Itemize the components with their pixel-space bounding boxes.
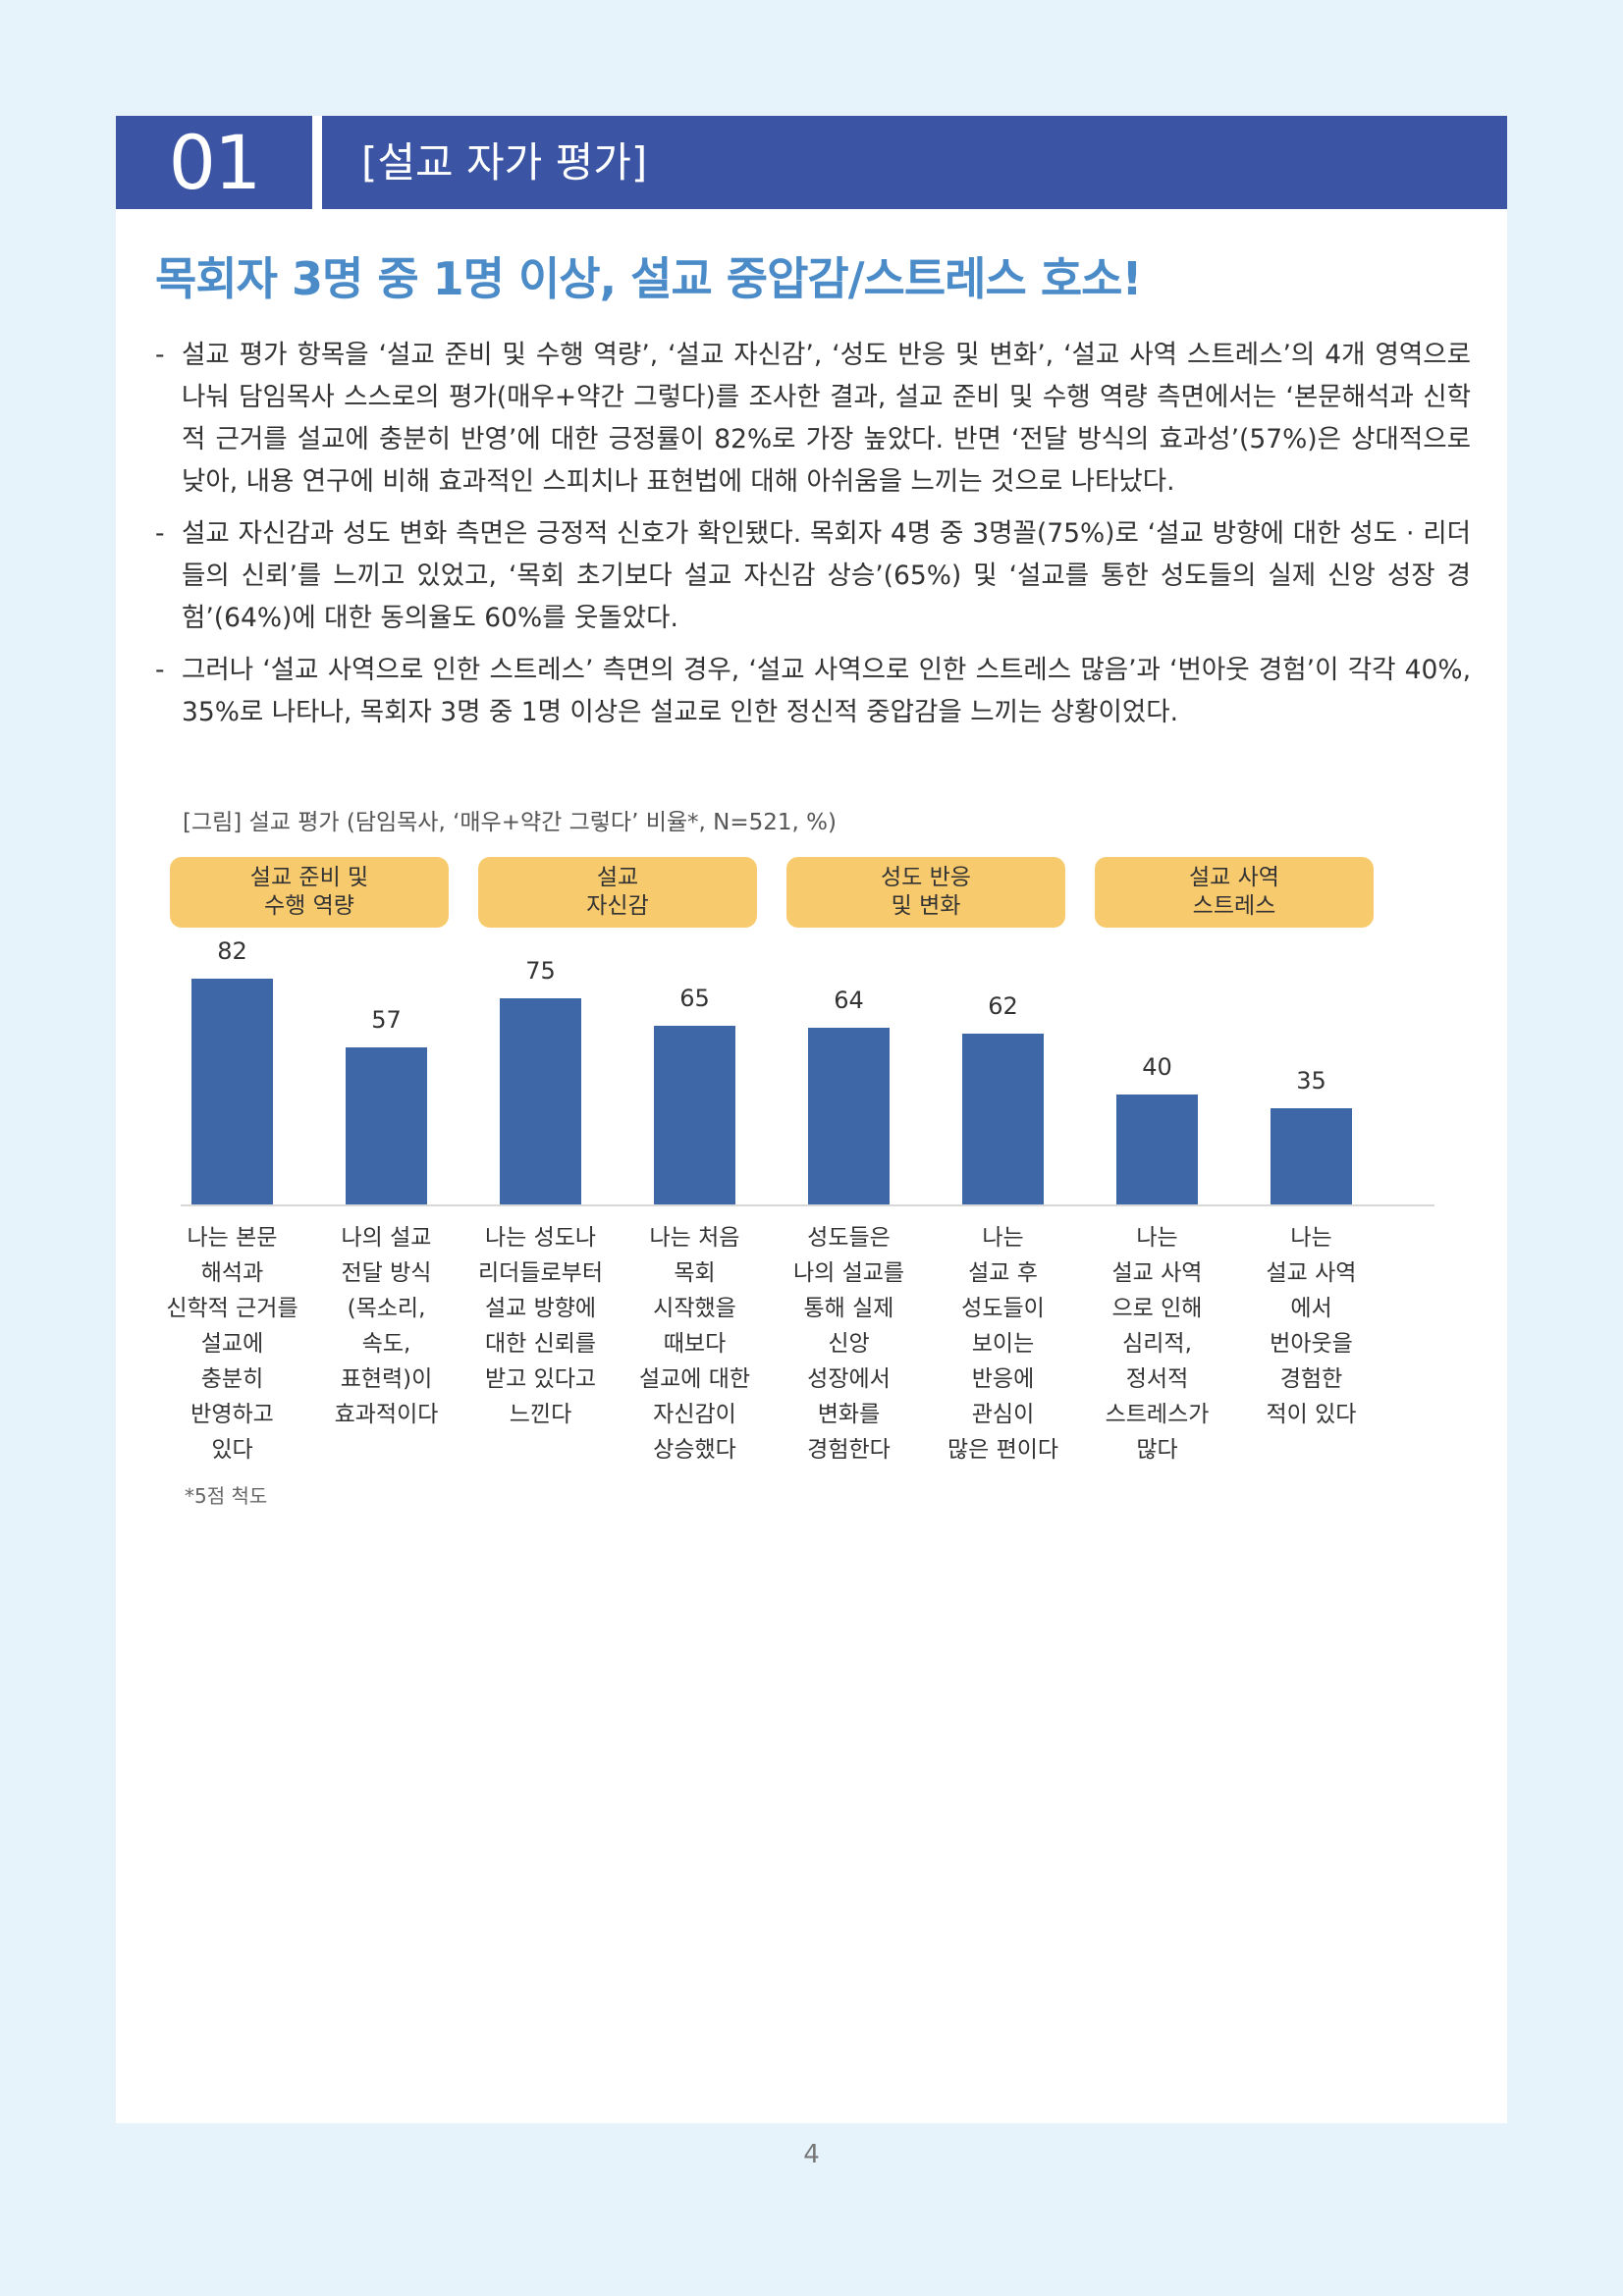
- body-text: 설교 평가 항목을 ‘설교 준비 및 수행 역량’, ‘설교 자신감’, ‘성도…: [155, 334, 1471, 743]
- paragraph-3: 그러나 ‘설교 사역으로 인한 스트레스’ 측면의 경우, ‘설교 사역으로 인…: [155, 649, 1471, 733]
- paragraph-1: 설교 평가 항목을 ‘설교 준비 및 수행 역량’, ‘설교 자신감’, ‘성도…: [155, 334, 1471, 503]
- value-label-1: 82: [217, 937, 247, 965]
- category-label-7: 나는 설교 사역 으로 인해 심리적, 정서적 스트레스가 많다: [1105, 1225, 1210, 1463]
- page-number: 4: [803, 2140, 820, 2169]
- category-label-2: 나의 설교 전달 방식 (목소리, 속도, 표현력)이 효과적이다: [334, 1225, 439, 1427]
- value-label-8: 35: [1296, 1066, 1326, 1095]
- value-label-4: 65: [679, 984, 710, 1012]
- footnote: *5점 척도: [185, 1484, 268, 1508]
- group-label-4: 설교 사역 스트레스: [1095, 857, 1374, 928]
- category-label-4: 나는 처음 목회 시작했을 때보다 설교에 대한 자신감이 상승했다: [638, 1225, 751, 1463]
- section-header: 01 [설교 자가 평가]: [116, 116, 1507, 209]
- category-label-8: 나는 설교 사역 에서 번아웃을 경험한 적이 있다: [1266, 1225, 1357, 1427]
- paragraph-2: 설교 자신감과 성도 변화 측면은 긍정적 신호가 확인됐다. 목회자 4명 중…: [155, 512, 1471, 639]
- section-number: 01: [116, 116, 312, 209]
- bar-chart: 설교 준비 및 수행 역량 설교 자신감 성도 반응 및 변화 설교 사역 스트레스 82 나는 …: [116, 116, 1507, 2123]
- figure-caption: [그림] 설교 평가 (담임목사, ‘매우+약간 그렇다’ 비율*, N=521…: [183, 810, 837, 835]
- bar-7: [1116, 1094, 1198, 1204]
- page-content: 01 [설교 자가 평가] 목회자 3명 중 1명 이상, 설교 중압감/스트레…: [116, 116, 1507, 2123]
- category-label-3: 나는 성도나 리더들로부터 설교 방향에 대한 신뢰를 받고 있다고 느낀다: [478, 1225, 603, 1427]
- section-title: [설교 자가 평가]: [322, 116, 1507, 209]
- group-label-3: 성도 반응 및 변화: [786, 857, 1065, 928]
- value-label-2: 57: [371, 1006, 402, 1035]
- group-label-2: 설교 자신감: [478, 857, 757, 928]
- group-label-1: 설교 준비 및 수행 역량: [170, 857, 449, 928]
- bar-1: [191, 979, 273, 1204]
- category-label-5: 성도들은 나의 설교를 통해 실제 신앙 성장에서 변화를 경험한다: [792, 1225, 905, 1463]
- value-label-7: 40: [1142, 1052, 1172, 1081]
- value-label-3: 75: [525, 956, 556, 985]
- bar-5: [808, 1028, 890, 1204]
- value-label-6: 62: [988, 992, 1018, 1021]
- page-headline: 목회자 3명 중 1명 이상, 설교 중압감/스트레스 호소!: [155, 252, 1142, 305]
- bar-2: [346, 1047, 427, 1204]
- category-label-6: 나는 설교 후 성도들이 보이는 반응에 관심이 많은 편이다: [947, 1225, 1059, 1463]
- value-label-5: 64: [834, 987, 864, 1015]
- category-label-1: 나는 본문 해석과 신학적 근거를 설교에 충분히 반영하고 있다: [166, 1225, 298, 1463]
- bar-8: [1271, 1107, 1352, 1204]
- bar-3: [500, 997, 581, 1204]
- x-axis-line: [181, 1204, 1434, 1206]
- bar-6: [962, 1034, 1044, 1204]
- bar-4: [654, 1025, 735, 1204]
